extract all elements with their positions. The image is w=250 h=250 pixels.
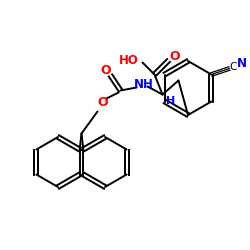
- Text: H: H: [166, 96, 175, 106]
- Text: O: O: [100, 64, 111, 77]
- Text: NH: NH: [134, 78, 154, 91]
- Text: O: O: [169, 50, 180, 63]
- Text: HO: HO: [118, 54, 139, 67]
- Text: N: N: [236, 57, 246, 70]
- Text: C: C: [230, 62, 237, 72]
- Text: O: O: [97, 96, 108, 109]
